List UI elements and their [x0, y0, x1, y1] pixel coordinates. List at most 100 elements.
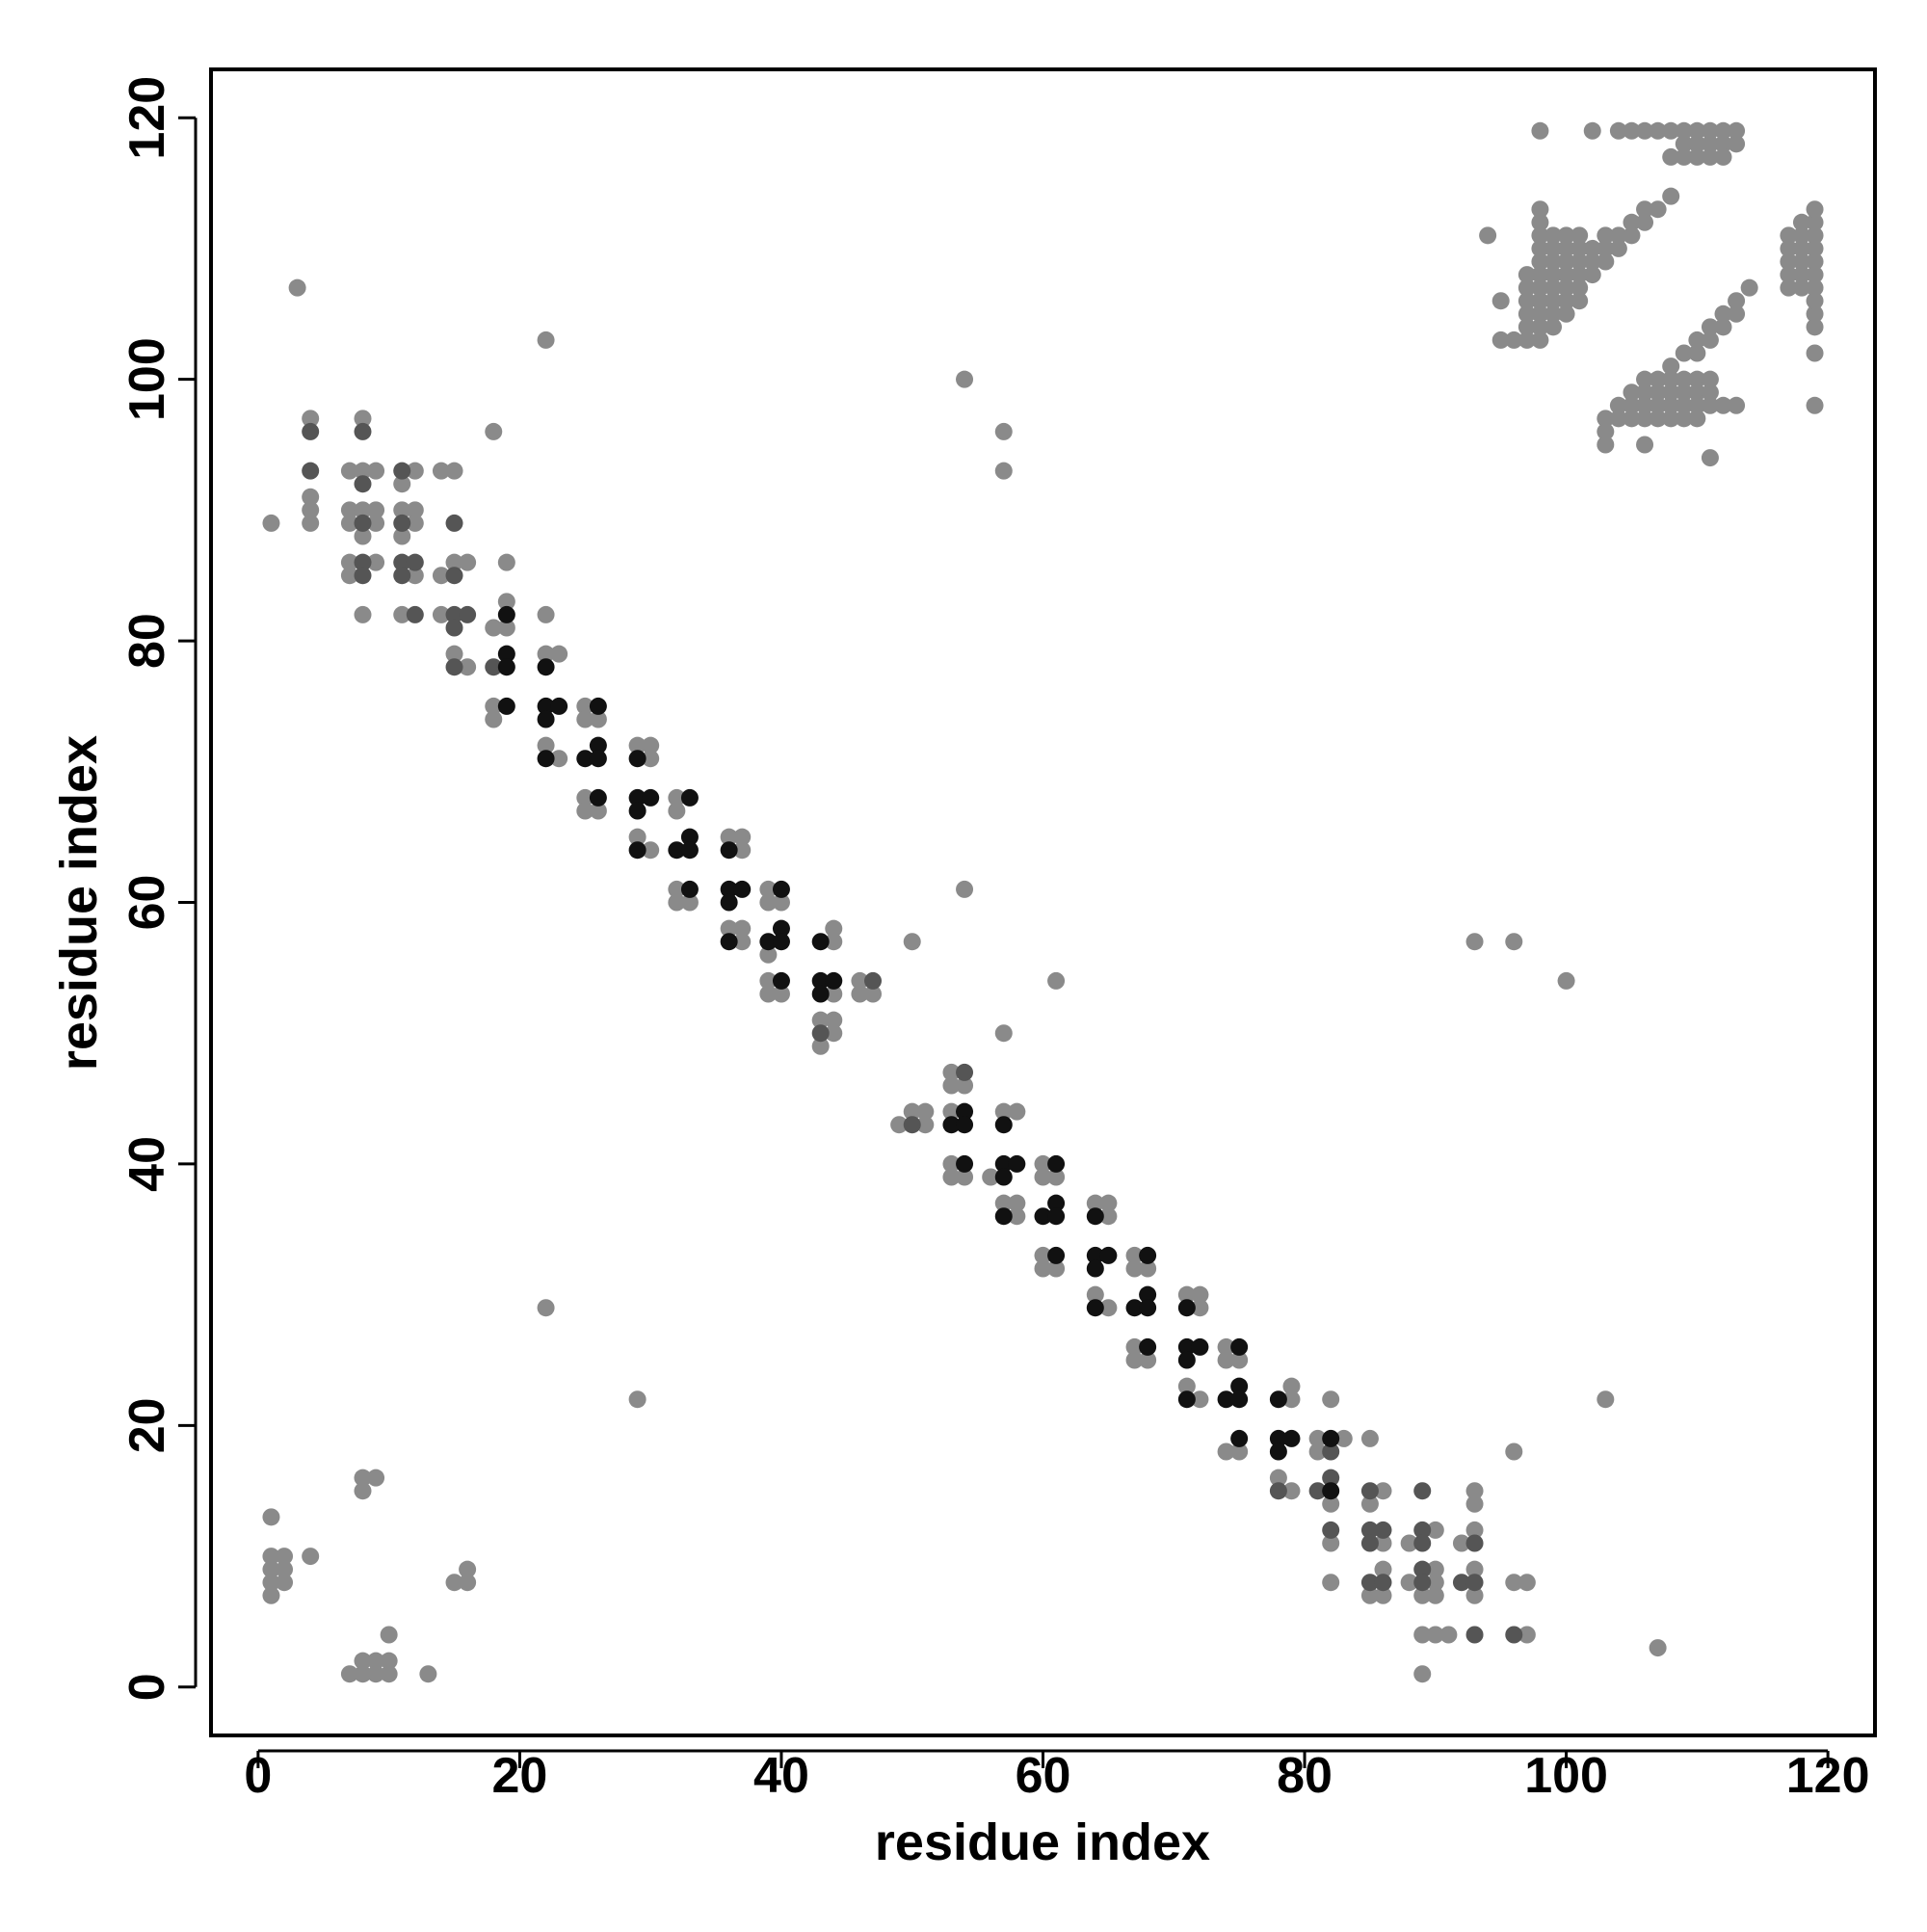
point [720, 841, 738, 860]
point [1400, 1574, 1418, 1592]
point [537, 697, 555, 715]
point [759, 893, 778, 912]
point [1282, 1429, 1301, 1447]
point [956, 1063, 974, 1081]
point [445, 1574, 463, 1592]
point [628, 802, 647, 820]
point [994, 1154, 1013, 1173]
point [1086, 1246, 1104, 1264]
point [1177, 1377, 1196, 1395]
point [459, 1560, 477, 1578]
point [1701, 449, 1719, 467]
point [772, 971, 790, 990]
point [1374, 1586, 1392, 1604]
point [576, 802, 594, 820]
point [680, 788, 699, 807]
point [367, 514, 385, 532]
point [1531, 200, 1549, 219]
point [497, 619, 515, 637]
point [367, 1652, 385, 1670]
point [759, 971, 778, 990]
x-tick-label: 20 [491, 1748, 547, 1804]
point [642, 736, 660, 754]
point [589, 750, 607, 768]
point [994, 1168, 1013, 1186]
point [1531, 121, 1549, 140]
point [406, 501, 424, 519]
point [432, 462, 450, 480]
point [1688, 384, 1706, 402]
point [1360, 1429, 1379, 1447]
point [903, 1116, 921, 1134]
point [772, 919, 790, 938]
point [994, 1102, 1013, 1121]
point [459, 553, 477, 571]
point [1322, 1574, 1340, 1592]
point [1806, 292, 1824, 310]
point [1360, 1482, 1379, 1500]
point [1623, 213, 1641, 231]
point [1125, 1259, 1144, 1278]
point [1230, 1337, 1249, 1356]
point [1806, 278, 1824, 297]
point [302, 514, 320, 532]
point [1557, 252, 1575, 271]
point [576, 697, 594, 715]
point [1780, 239, 1798, 257]
point [1701, 384, 1719, 402]
point [276, 1574, 294, 1592]
point [1217, 1442, 1235, 1461]
point [1139, 1337, 1157, 1356]
point [576, 788, 594, 807]
point [733, 933, 752, 951]
point [1675, 410, 1693, 428]
point [903, 933, 921, 951]
point [1597, 1390, 1615, 1409]
point [1609, 396, 1627, 414]
point [1675, 396, 1693, 414]
point [1047, 1207, 1066, 1226]
point [406, 553, 424, 571]
point [642, 788, 660, 807]
point [1047, 971, 1066, 990]
point [393, 462, 411, 480]
point [1413, 1534, 1432, 1552]
point [1518, 1574, 1536, 1592]
point [302, 410, 320, 428]
point [720, 893, 738, 912]
point [1728, 396, 1746, 414]
point [1649, 200, 1667, 219]
point [354, 501, 372, 519]
point [393, 475, 411, 493]
point [340, 501, 358, 519]
point [1125, 1337, 1144, 1356]
point [1125, 1299, 1144, 1317]
point [1597, 422, 1615, 440]
point [537, 1299, 555, 1317]
point [1230, 1429, 1249, 1447]
point [537, 645, 555, 663]
point [1728, 304, 1746, 323]
point [367, 1469, 385, 1487]
x-tick-label: 80 [1277, 1748, 1333, 1804]
point [1623, 384, 1641, 402]
point [720, 919, 738, 938]
point [1269, 1469, 1287, 1487]
point [262, 1586, 280, 1604]
point [340, 1665, 358, 1683]
point [1544, 318, 1563, 336]
point [1544, 226, 1563, 245]
point [1675, 370, 1693, 388]
point [1792, 266, 1810, 284]
point [1688, 344, 1706, 362]
point [1322, 1429, 1340, 1447]
point [1360, 1534, 1379, 1552]
point [1531, 304, 1549, 323]
point [1609, 410, 1627, 428]
point [1047, 1168, 1066, 1186]
point [354, 514, 372, 532]
point [1426, 1586, 1444, 1604]
point [1780, 266, 1798, 284]
point [851, 971, 869, 990]
